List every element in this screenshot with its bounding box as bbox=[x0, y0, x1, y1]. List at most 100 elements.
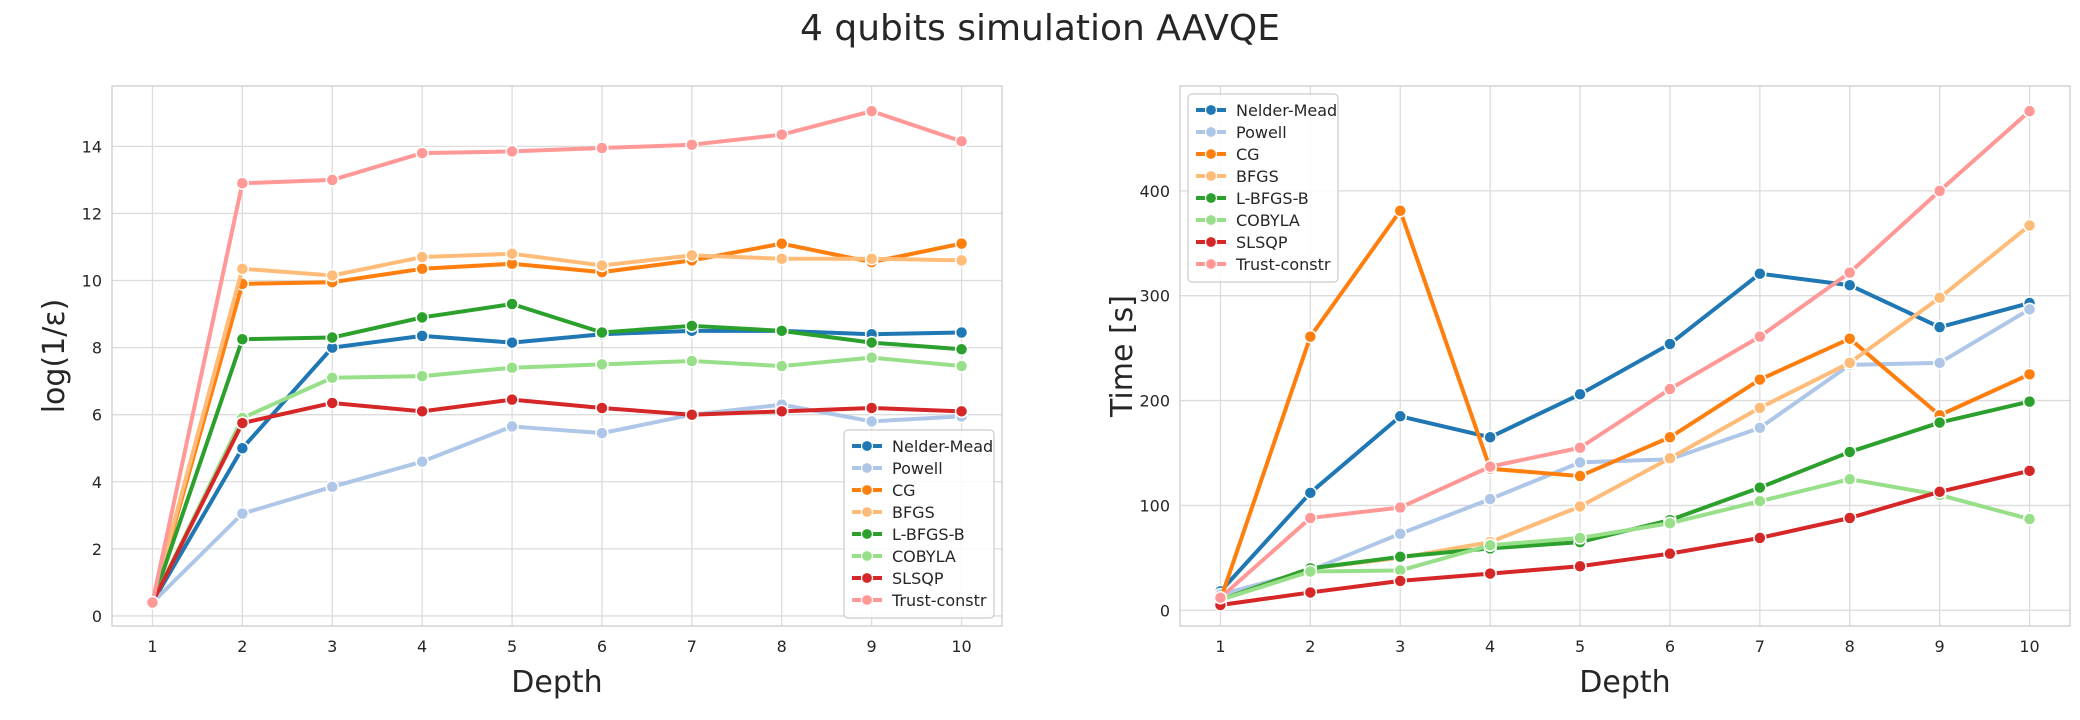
chart-1-legend-label-powell: Powell bbox=[892, 459, 943, 478]
chart-1-y-tick-label: 14 bbox=[82, 137, 102, 156]
chart-1-point-bfgs bbox=[774, 251, 789, 266]
chart-1-point-nelder-mead bbox=[505, 335, 519, 350]
chart-2-point-nelder-mead bbox=[1573, 387, 1587, 402]
chart-1-legend-label-cg: CG bbox=[892, 481, 916, 500]
chart-2-y-tick-label: 0 bbox=[1160, 601, 1170, 620]
chart-2-point-cobyla bbox=[1483, 538, 1497, 553]
chart-1-x-tick-label: 6 bbox=[597, 637, 607, 656]
chart-1-point-trust-constr bbox=[864, 104, 879, 118]
chart-1-series-line-l-bfgs-b bbox=[150, 302, 964, 605]
chart-2-x-tick-label: 10 bbox=[2019, 637, 2039, 656]
chart-2-point-cobyla bbox=[1663, 516, 1677, 530]
chart-2-point-nelder-mead bbox=[1483, 430, 1497, 445]
chart-2-x-tick-label: 1 bbox=[1215, 637, 1225, 656]
chart-1-point-slsqp bbox=[505, 392, 519, 407]
chart-2-legend-marker-cobyla bbox=[1204, 213, 1218, 227]
chart-2-legend-marker-powell bbox=[1204, 125, 1218, 139]
chart-2-point-slsqp bbox=[1303, 585, 1318, 600]
chart-1-point-l-bfgs-b bbox=[774, 324, 789, 338]
chart-2-point-l-bfgs-b bbox=[1753, 480, 1767, 495]
chart-1-series-line-bfgs bbox=[150, 251, 964, 605]
chart-2-series-line-slsqp bbox=[1218, 468, 2032, 608]
chart-2-series-line-cg bbox=[1218, 208, 2032, 602]
chart-2-x-tick-label: 6 bbox=[1665, 637, 1675, 656]
chart-2-point-l-bfgs-b bbox=[1932, 415, 1947, 430]
chart-1-point-bfgs bbox=[415, 250, 429, 264]
chart-1-point-powell bbox=[235, 506, 250, 521]
figure-title: 4 qubits simulation AAVQE bbox=[800, 8, 1280, 49]
chart-1-point-trust-constr bbox=[595, 141, 609, 155]
chart-1-point-nelder-mead bbox=[415, 329, 429, 343]
chart-1-point-trust-constr bbox=[685, 137, 699, 152]
chart-2-legend-marker-trust-constr bbox=[1204, 257, 1218, 271]
chart-1-point-trust-constr bbox=[415, 146, 429, 160]
chart-1-legend-marker-bfgs bbox=[860, 505, 874, 519]
chart-2-point-trust-constr bbox=[1483, 459, 1497, 474]
chart-2-point-trust-constr bbox=[1842, 265, 1857, 280]
chart-2-x-tick-label: 2 bbox=[1305, 637, 1315, 656]
chart-1-point-slsqp bbox=[235, 416, 250, 430]
chart-1-point-l-bfgs-b bbox=[685, 319, 699, 333]
chart-2-point-slsqp bbox=[1663, 546, 1677, 561]
chart-2-point-cg bbox=[2022, 367, 2037, 382]
chart-2-point-cg bbox=[1573, 469, 1587, 483]
chart-2-y-tick-label: 300 bbox=[1139, 287, 1170, 306]
chart-2-point-trust-constr bbox=[1932, 184, 1947, 198]
chart-1-series-line-slsqp bbox=[150, 397, 964, 605]
chart-1-point-cg bbox=[954, 236, 969, 251]
chart-1-point-slsqp bbox=[595, 401, 609, 415]
chart-1-point-nelder-mead bbox=[954, 325, 969, 340]
chart-2-point-bfgs bbox=[1573, 499, 1587, 514]
chart-1-y-tick-label: 10 bbox=[82, 272, 102, 291]
chart-2-point-powell bbox=[1573, 455, 1587, 470]
chart-1-point-l-bfgs-b bbox=[864, 335, 879, 350]
chart-1-point-slsqp bbox=[954, 404, 969, 419]
chart-2-point-nelder-mead bbox=[1842, 278, 1857, 292]
chart-2-point-l-bfgs-b bbox=[1842, 445, 1857, 459]
chart-2-point-cg bbox=[1393, 204, 1408, 218]
chart-1-point-cobyla bbox=[415, 369, 429, 383]
chart-2-x-tick-label: 7 bbox=[1755, 637, 1765, 656]
chart-1-legend-label-cobyla: COBYLA bbox=[892, 547, 956, 566]
chart-2-point-slsqp bbox=[1573, 559, 1587, 573]
chart-1-point-bfgs bbox=[505, 246, 519, 261]
chart-2-point-trust-constr bbox=[1393, 500, 1408, 515]
chart-1-point-cobyla bbox=[595, 357, 609, 372]
chart-2-point-bfgs bbox=[1663, 451, 1677, 465]
chart-1-legend-marker-slsqp bbox=[860, 571, 874, 585]
chart-1-point-trust-constr bbox=[145, 595, 160, 610]
chart-2-point-bfgs bbox=[1753, 401, 1767, 415]
chart-1-legend-marker-cobyla bbox=[860, 549, 874, 563]
chart-1-x-tick-label: 5 bbox=[507, 637, 517, 656]
chart-1-x-tick-label: 9 bbox=[867, 637, 877, 656]
chart-1-point-bfgs bbox=[595, 258, 609, 273]
chart-2-legend-label-trust-constr: Trust-constr bbox=[1235, 255, 1331, 274]
chart-2-point-cg bbox=[1663, 430, 1677, 445]
chart-2-point-nelder-mead bbox=[1932, 320, 1947, 334]
chart-2-point-trust-constr bbox=[1213, 590, 1228, 605]
chart-1-point-cg bbox=[415, 262, 429, 276]
chart-2-series-line-nelder-mead bbox=[1218, 271, 2032, 594]
chart-2-point-cg bbox=[1842, 331, 1857, 346]
chart-2-point-slsqp bbox=[1393, 574, 1408, 588]
chart-1-legend-label-l-bfgs-b: L-BFGS-B bbox=[892, 525, 965, 544]
chart-2-point-bfgs bbox=[1932, 291, 1947, 305]
chart-1-point-powell bbox=[595, 426, 609, 440]
chart-2-legend: Nelder-Mead Powell CG BFGS L-BFGS-B COBYLA SLS… bbox=[1187, 93, 1339, 283]
chart-2-point-slsqp bbox=[1753, 531, 1767, 545]
chart-1-legend-label-trust-constr: Trust-constr bbox=[891, 591, 987, 610]
chart-2-legend-box bbox=[1187, 93, 1339, 283]
chart-1-series-line-nelder-mead bbox=[150, 328, 964, 605]
chart-2-point-slsqp bbox=[2022, 464, 2037, 478]
chart-2-x-axis-label: Depth bbox=[1579, 665, 1670, 700]
chart-2-series-line-bfgs bbox=[1218, 223, 2032, 602]
chart-1-point-trust-constr bbox=[774, 127, 789, 142]
chart-2-legend-label-powell: Powell bbox=[1236, 123, 1287, 142]
chart-2-point-trust-constr bbox=[1753, 329, 1767, 344]
chart-2-legend-marker-cg bbox=[1204, 147, 1218, 161]
chart-2-legend-label-cg: CG bbox=[1236, 145, 1260, 164]
chart-1-point-slsqp bbox=[415, 404, 429, 419]
chart-2-x-tick-label: 9 bbox=[1935, 637, 1945, 656]
chart-1-legend-label-nelder-mead: Nelder-Mead bbox=[892, 437, 993, 456]
